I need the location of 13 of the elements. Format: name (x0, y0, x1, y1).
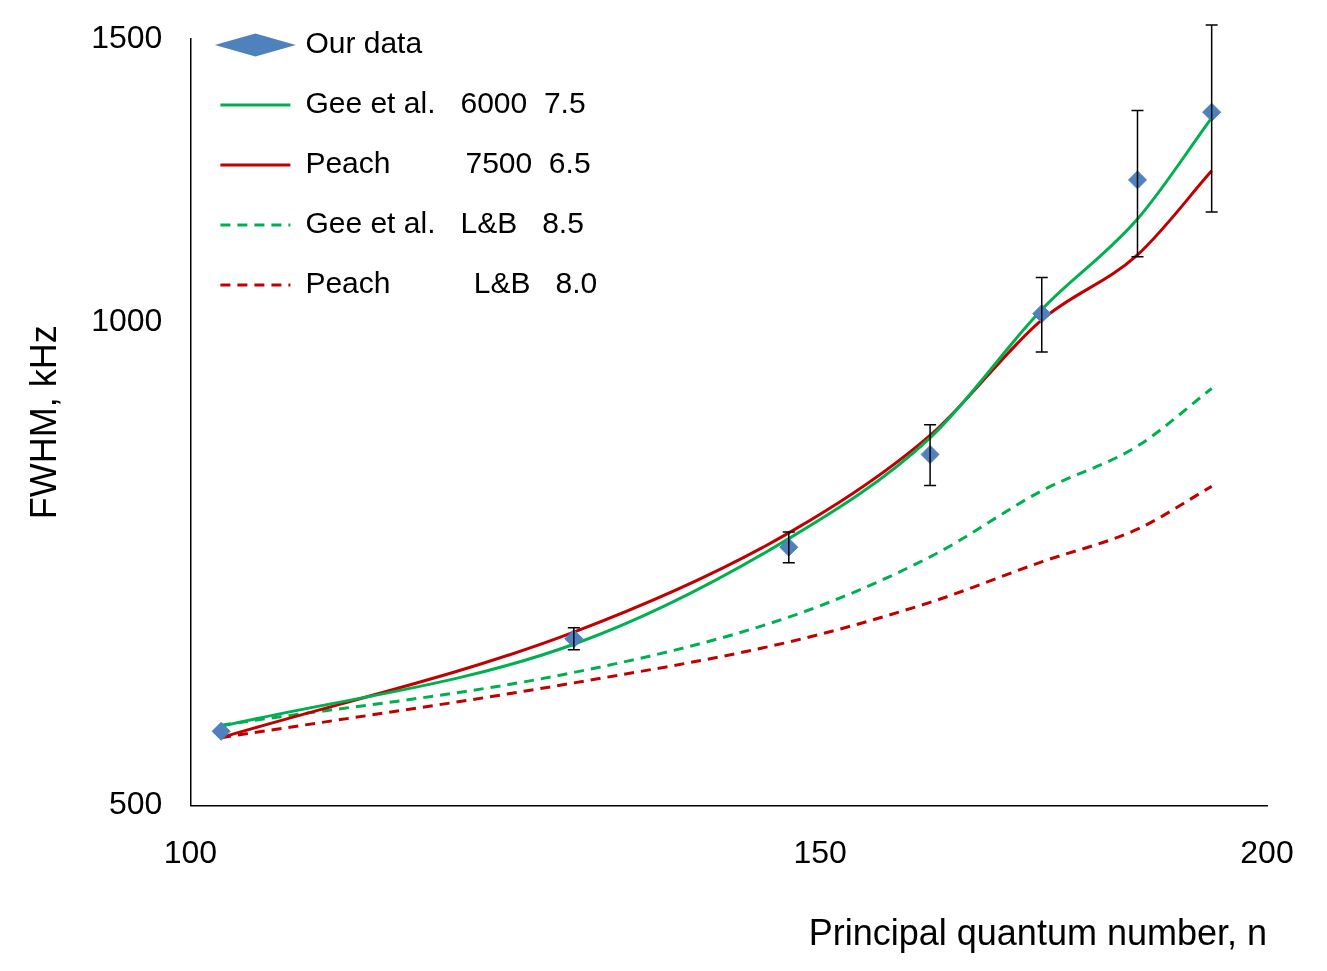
x-tick-label: 200 (1240, 834, 1294, 871)
legend-label: Gee et al. L&B 8.5 (305, 206, 584, 240)
legend-label: Our data (305, 26, 423, 60)
legend-label: Peach L&B 8.0 (305, 266, 598, 300)
y-axis-title: FWHM, kHz (22, 325, 64, 520)
x-axis-title: Principal quantum number, n (808, 912, 1267, 954)
x-tick-label: 100 (163, 834, 218, 871)
y-tick-label: 500 (109, 785, 163, 822)
legend-label: Gee et al. 6000 7.5 (305, 86, 586, 120)
y-tick-label: 1500 (91, 19, 163, 56)
legend-label: Peach 7500 6.5 (305, 146, 591, 180)
y-tick-label: 1000 (91, 301, 163, 338)
x-tick-label: 150 (793, 834, 847, 871)
